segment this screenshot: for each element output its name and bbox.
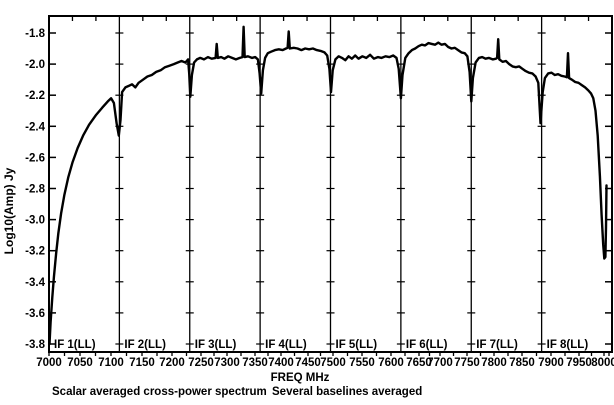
x-tick-label: 7300 [214,357,240,369]
plot-footer-left: Scalar averaged cross-power spectrum [52,386,267,398]
x-tick-label: 7550 [349,357,375,369]
x-axis-title: FREQ MHz [271,372,330,384]
plot-footer-right: Several baselines averaged [272,386,422,398]
x-tick-label: 7800 [481,357,507,369]
chart-layer: -1.8 -2.0 -2.2 -2.4 -2.6 -2.8 -3.0 -3.2 -3.4 -3.6… [25,15,614,369]
y-tick-label: -3.4 [25,277,45,289]
x-tick-label: 7000 [36,357,62,369]
y-tick-label: -2.0 [25,59,45,71]
x-tick-label: 7850 [509,357,535,369]
x-tick-label: 7500 [320,357,346,369]
y-tick-label: -2.4 [25,121,45,133]
if-label: IF 3(LL) [195,339,237,351]
y-tick-label: -2.6 [25,152,45,164]
y-tick-label: -2.8 [25,184,45,196]
if-label: IF 7(LL) [476,339,518,351]
x-tick-label: 7050 [67,357,93,369]
if-label: IF 8(LL) [547,339,589,351]
spectrum-curve [48,25,608,346]
x-tick-label: 7400 [268,357,294,369]
y-tick-label: -3.0 [25,215,45,227]
x-tick-label: 7950 [566,357,592,369]
y-tick-label: -3.8 [25,339,45,351]
x-tick-label: 7750 [454,357,480,369]
x-tick-label: 7900 [538,357,564,369]
if-label: IF 2(LL) [124,339,166,351]
x-tick-label: 7150 [129,357,155,369]
x-tick-label: 7250 [188,357,214,369]
x-tick-label: 7200 [159,357,185,369]
if-label: IF 1(LL) [54,339,96,351]
y-tick-label: -3.2 [25,246,45,258]
y-tick-label: -1.8 [25,28,45,40]
x-tick-label: 7650 [406,357,432,369]
x-tick-label: 7100 [98,357,124,369]
if-label: IF 4(LL) [265,339,307,351]
x-tick-label: 8000 [591,357,614,369]
x-tick-label: 7600 [378,357,404,369]
x-tick-label: 7450 [295,357,321,369]
if-label: IF 6(LL) [406,339,448,351]
if-label: IF 5(LL) [336,339,378,351]
x-tick-label: 7700 [427,357,453,369]
y-tick-label: -3.6 [25,308,45,320]
y-tick-label: -2.2 [25,90,45,102]
y-axis-title: Log10(Amp) Jy [2,167,16,254]
x-tick-label: 7350 [242,357,268,369]
